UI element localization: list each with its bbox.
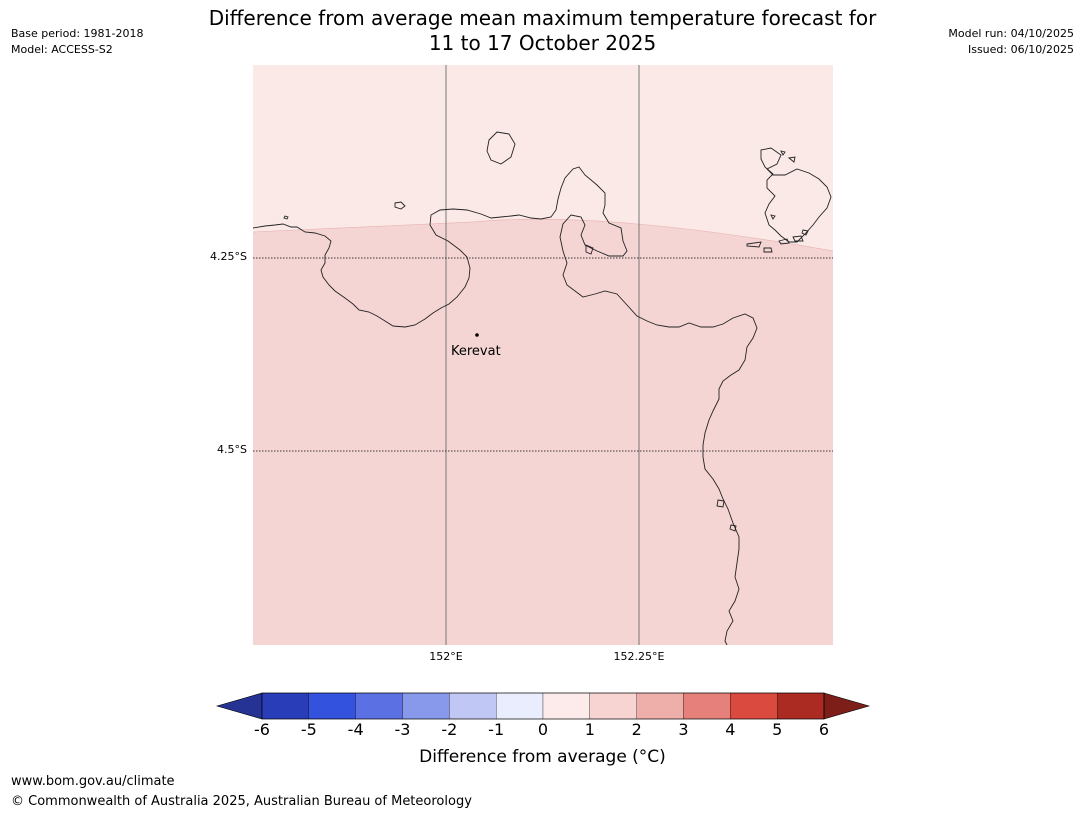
model-name: Model: ACCESS-S2 (11, 43, 113, 56)
colorbar-tick-label: -4 (347, 720, 364, 739)
colorbar-segment (777, 692, 825, 720)
colorbar-tick-label: -1 (488, 720, 505, 739)
colorbar-tick-label: -3 (394, 720, 411, 739)
coastline (253, 131, 832, 645)
issued-date: Issued: 06/10/2025 (967, 43, 1074, 56)
header-meta-left: Base period: 1981-2018 Model: ACCESS-S2 (11, 26, 143, 58)
title-line-1: Difference from average mean maximum tem… (208, 6, 877, 30)
colorbar-tick-label: 0 (537, 720, 549, 739)
colorbar-segment (261, 692, 309, 720)
colorbar-segment (730, 692, 778, 720)
colorbar-tick-label: 4 (725, 720, 736, 739)
colorbar-frame (261, 692, 825, 720)
lon-label-152-25: 152.25°E (613, 650, 665, 663)
colorbar-segment (449, 692, 497, 720)
lat-label-4-25: 4.25°S (210, 250, 247, 263)
colorbar-segments (261, 692, 825, 720)
model-run: Model run: 04/10/2025 (948, 27, 1074, 40)
colorbar-tick-label: 3 (678, 720, 689, 739)
colorbar-tick-label: 6 (818, 720, 830, 739)
lat-label-4-5: 4.5°S (217, 443, 247, 456)
colorbar-tick-label: 2 (631, 720, 642, 739)
map-fill-upper (253, 65, 833, 251)
colorbar-under-arrow (215, 692, 263, 720)
colorbar-segment (589, 692, 637, 720)
colorbar-segment (636, 692, 684, 720)
colorbar-tick-label: -2 (441, 720, 458, 739)
map-title: Difference from average mean maximum tem… (0, 6, 1085, 56)
footer-copyright: © Commonwealth of Australia 2025, Austra… (11, 794, 472, 809)
colorbar-over-arrow (823, 692, 871, 720)
colorbar-segment (308, 692, 356, 720)
header-meta-right: Model run: 04/10/2025 Issued: 06/10/2025 (948, 26, 1074, 58)
colorbar-segment (542, 692, 590, 720)
kerevat-label: Kerevat (451, 344, 501, 359)
colorbar-segment (355, 692, 403, 720)
colorbar-segment (496, 692, 544, 720)
footer-url[interactable]: www.bom.gov.au/climate (11, 774, 175, 789)
base-period: Base period: 1981-2018 (11, 27, 144, 40)
title-line-2: 11 to 17 October 2025 (428, 31, 657, 55)
colorbar-tick-label: 5 (772, 720, 783, 739)
contour-boundary (253, 218, 833, 252)
colorbar-tick-label: 1 (584, 720, 595, 739)
lon-label-152: 152°E (429, 650, 463, 663)
forecast-map: Kerevat (253, 65, 833, 645)
colorbar-segment (683, 692, 731, 720)
colorbar-segment (402, 692, 450, 720)
colorbar-tick-label: -5 (300, 720, 317, 739)
colorbar-tick-label: -6 (254, 720, 270, 739)
colorbar (215, 692, 871, 720)
kerevat-marker (475, 333, 479, 337)
colorbar-label: Difference from average (°C) (419, 747, 666, 767)
